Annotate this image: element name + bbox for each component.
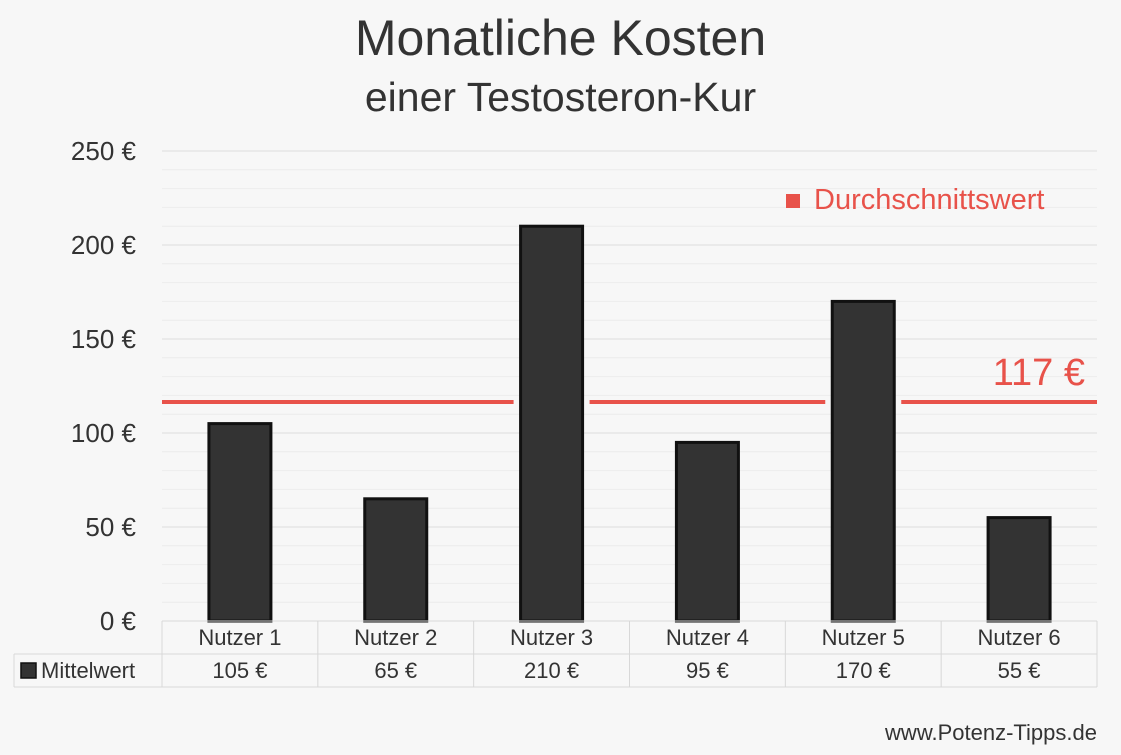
chart-title: Monatliche Kosten <box>354 10 767 66</box>
bar <box>986 516 1052 623</box>
y-tick-label: 100 € <box>71 418 137 448</box>
y-tick-label: 50 € <box>85 512 136 542</box>
average-legend: Durchschnittswert <box>786 184 1044 217</box>
x-tick-label: Nutzer 6 <box>978 625 1061 650</box>
bar <box>674 440 740 623</box>
x-tick-label: Nutzer 3 <box>510 625 593 650</box>
y-tick-label: 200 € <box>71 230 137 260</box>
data-label: 170 € <box>836 658 891 683</box>
x-tick-label: Nutzer 2 <box>354 625 437 650</box>
average-legend-swatch <box>786 193 800 208</box>
data-label: 210 € <box>524 658 579 683</box>
average-value-label: 117 € <box>992 352 1085 394</box>
y-tick-label: 150 € <box>71 324 137 354</box>
source-footer: www.Potenz-Tipps.de <box>885 720 1097 745</box>
y-tick-label: 250 € <box>71 136 137 166</box>
data-label: 65 € <box>374 658 417 683</box>
series-legend-swatch <box>20 662 37 679</box>
x-tick-label: Nutzer 4 <box>666 625 749 650</box>
data-label: 105 € <box>212 658 267 683</box>
bar <box>519 224 585 623</box>
average-legend-label: Durchschnittswert <box>814 184 1045 216</box>
series-legend-label: Mittelwert <box>41 658 135 683</box>
bar <box>830 299 896 623</box>
y-tick-label: 0 € <box>100 606 137 636</box>
bar <box>207 422 273 623</box>
chart-subtitle: einer Testosteron-Kur <box>364 74 757 120</box>
x-tick-label: Nutzer 1 <box>198 625 281 650</box>
x-tick-label: Nutzer 5 <box>822 625 905 650</box>
data-label: 95 € <box>686 658 729 683</box>
data-label: 55 € <box>998 658 1041 683</box>
bar <box>363 497 429 623</box>
